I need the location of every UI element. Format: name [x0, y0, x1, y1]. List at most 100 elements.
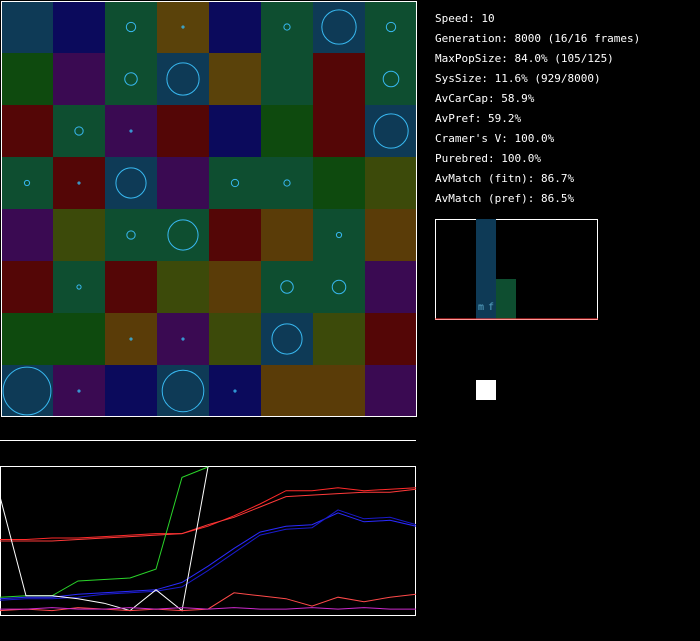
- grid-cell[interactable]: [1, 53, 53, 105]
- histogram-bar-m: [476, 219, 496, 319]
- grid-population-circle: [385, 21, 397, 33]
- grid-cell[interactable]: [365, 53, 417, 105]
- grid-cell[interactable]: [105, 313, 157, 365]
- preference-map: [435, 339, 598, 500]
- grid-population-circle: [167, 219, 199, 251]
- grid-cell[interactable]: [313, 53, 365, 105]
- grid-cell[interactable]: [365, 209, 417, 261]
- grid-cell[interactable]: [53, 105, 105, 157]
- grid-cell[interactable]: [157, 105, 209, 157]
- grid-cell[interactable]: [157, 365, 209, 417]
- grid-population-circle: [280, 280, 294, 294]
- grid-population-circle: [161, 369, 205, 413]
- grid-population-circle: [283, 23, 291, 31]
- progress-strip: [0, 418, 416, 441]
- grid-cell[interactable]: [157, 313, 209, 365]
- grid-cell[interactable]: [365, 157, 417, 209]
- grid-population-circle: [74, 126, 84, 136]
- grid-cell[interactable]: [1, 313, 53, 365]
- grid-cell[interactable]: [1, 261, 53, 313]
- grid-cell[interactable]: [209, 365, 261, 417]
- grid-cell[interactable]: [105, 1, 157, 53]
- timeseries-line: [0, 487, 416, 540]
- grid-population-circle: [321, 9, 357, 45]
- grid-cell[interactable]: [313, 105, 365, 157]
- grid-cell[interactable]: [53, 209, 105, 261]
- grid-cell[interactable]: [261, 209, 313, 261]
- grid-population-circle: [76, 284, 82, 290]
- grid-cell[interactable]: [209, 261, 261, 313]
- grid-cell[interactable]: [1, 157, 53, 209]
- grid-cell[interactable]: [53, 313, 105, 365]
- grid-cell[interactable]: [105, 157, 157, 209]
- speed-text: Speed: 10: [435, 12, 495, 25]
- grid-cell[interactable]: [53, 1, 105, 53]
- grid-cell[interactable]: [365, 261, 417, 313]
- grid-cell[interactable]: [105, 105, 157, 157]
- grid-cell[interactable]: [261, 313, 313, 365]
- grid-cell[interactable]: [313, 209, 365, 261]
- grid-cell[interactable]: [261, 261, 313, 313]
- grid-border: [1, 1, 417, 417]
- grid-cell[interactable]: [261, 157, 313, 209]
- grid-cell[interactable]: [157, 261, 209, 313]
- grid-cell[interactable]: [365, 313, 417, 365]
- histogram-bar-f: [496, 279, 516, 319]
- grid-cell[interactable]: [53, 365, 105, 417]
- grid-cell[interactable]: [313, 313, 365, 365]
- grid-population-circle: [77, 181, 81, 185]
- sex-histogram: m f: [435, 219, 598, 320]
- grid-cell[interactable]: [261, 105, 313, 157]
- grid-cell[interactable]: [1, 1, 53, 53]
- map-population-marker: [476, 380, 496, 400]
- grid-population-circle: [129, 129, 133, 133]
- grid-cell[interactable]: [105, 53, 157, 105]
- grid-cell[interactable]: [365, 365, 417, 417]
- grid-population-circle: [77, 389, 81, 393]
- grid-cell[interactable]: [209, 105, 261, 157]
- grid-cell[interactable]: [157, 209, 209, 261]
- grid-cell[interactable]: [209, 53, 261, 105]
- grid-population-circle: [331, 279, 347, 295]
- stats-panel: Speed: 10 Generation: 8000 (16/16 frames…: [435, 9, 640, 209]
- grid-cell[interactable]: [209, 1, 261, 53]
- grid-population-circle: [125, 21, 137, 33]
- grid-population-circle: [23, 179, 31, 187]
- grid-cell[interactable]: [261, 1, 313, 53]
- grid-cell[interactable]: [261, 53, 313, 105]
- grid-cell[interactable]: [157, 157, 209, 209]
- grid-population-circle: [373, 113, 409, 149]
- population-grid[interactable]: [1, 1, 417, 417]
- grid-cell[interactable]: [105, 365, 157, 417]
- grid-cell[interactable]: [209, 209, 261, 261]
- grid-cell[interactable]: [209, 157, 261, 209]
- chart-frame: [0, 466, 416, 616]
- grid-cell[interactable]: [53, 157, 105, 209]
- grid-cell[interactable]: [365, 105, 417, 157]
- grid-population-circle: [382, 70, 400, 88]
- grid-cell[interactable]: [261, 365, 313, 417]
- grid-cell[interactable]: [105, 261, 157, 313]
- grid-cell[interactable]: [157, 53, 209, 105]
- grid-cell[interactable]: [313, 261, 365, 313]
- histogram-label-m: m: [478, 302, 484, 313]
- grid-cell[interactable]: [313, 365, 365, 417]
- grid-cell[interactable]: [1, 105, 53, 157]
- grid-cell[interactable]: [53, 53, 105, 105]
- generation-text: Generation: 8000 (16/16 frames): [435, 32, 641, 45]
- grid-cell[interactable]: [105, 209, 157, 261]
- grid-cell[interactable]: [209, 313, 261, 365]
- grid-cell[interactable]: [1, 209, 53, 261]
- avpref-text: AvPref: 59.2%: [435, 112, 522, 125]
- grid-cell[interactable]: [313, 1, 365, 53]
- grid-population-circle: [166, 62, 200, 96]
- timeseries-chart: [0, 466, 416, 616]
- timeseries-line: [0, 607, 416, 610]
- grid-cell[interactable]: [1, 365, 53, 417]
- grid-population-circle: [2, 366, 52, 416]
- grid-population-circle: [124, 72, 138, 86]
- grid-cell[interactable]: [313, 157, 365, 209]
- grid-cell[interactable]: [53, 261, 105, 313]
- grid-cell[interactable]: [365, 1, 417, 53]
- grid-cell[interactable]: [157, 1, 209, 53]
